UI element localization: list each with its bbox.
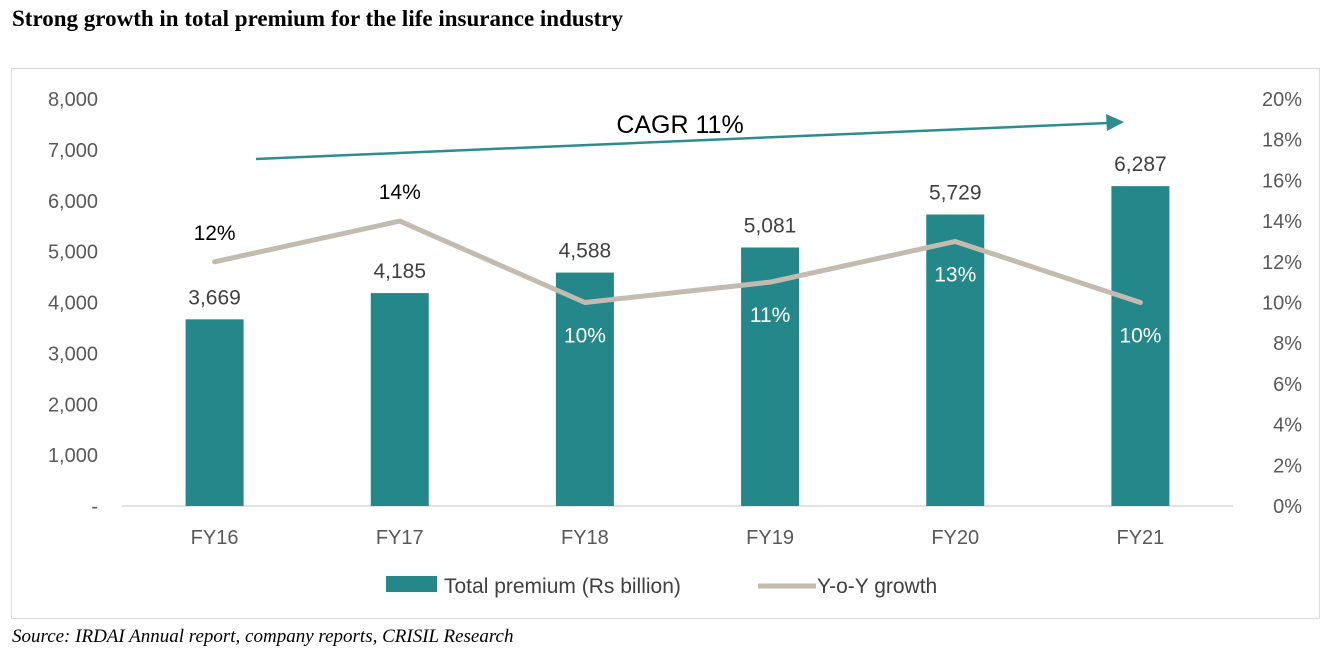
x-axis-tick-label: FY17 [376,527,424,549]
right-axis-tick-label: 4% [1273,415,1302,437]
cagr-label: CAGR 11% [616,111,743,139]
bar-series [185,186,1170,507]
right-axis-tick-label: 12% [1262,252,1302,274]
right-axis-tick-label: 8% [1273,333,1302,355]
cagr-arrow-head [1106,114,1124,131]
legend-swatch-total-premium [386,576,437,592]
right-axis-tick-label: 20% [1262,89,1302,111]
growth-line [212,218,1143,305]
line-data-label: 12% [194,222,236,245]
bar-data-label: 4,185 [373,260,426,283]
right-axis-tick-label: 16% [1262,170,1302,192]
x-axis-tick-label: FY19 [746,527,794,549]
line-data-labels: 12% 14% 10% 11% 13% 10% [194,181,1162,347]
left-axis-tick-label: 7,000 [48,140,98,162]
chart-title: Strong growth in total premium for the l… [12,6,624,31]
line-data-label: 11% [750,304,790,327]
right-axis-tick-label: 0% [1273,496,1302,518]
bar-data-label: 5,729 [929,182,982,205]
right-axis-tick-label: 10% [1262,293,1302,315]
right-axis-tick-label: 14% [1262,211,1302,233]
left-axis-tick-label: 4,000 [48,293,98,315]
bar-data-label: 3,669 [188,286,241,309]
right-axis-tick-label: 18% [1262,130,1302,152]
left-axis-ticks: - 1,000 2,000 3,000 4,000 5,000 6,000 7,000 8,00… [48,89,98,518]
legend-label-total-premium: Total premium (Rs billion) [444,575,681,598]
x-axis-tick-label: FY18 [561,527,609,549]
line-data-label: 14% [379,181,421,204]
line-data-label: 10% [1119,325,1161,348]
x-axis-tick-label: FY16 [191,527,239,549]
bar-fy16 [185,319,244,506]
line-data-label: 10% [564,325,606,348]
source-note: Source: IRDAI Annual report, company rep… [12,626,514,647]
bar-fy21 [1111,186,1170,507]
left-axis-tick-label: 2,000 [48,394,98,416]
bar-data-label: 5,081 [744,215,797,238]
left-axis-tick-label: 3,000 [48,343,98,365]
left-axis-tick-label: - [91,496,98,518]
x-axis-tick-label: FY21 [1117,527,1165,549]
cagr-annotation: CAGR 11% [255,111,1124,161]
bar-fy20 [926,214,985,507]
cagr-arrow-line [255,121,1109,161]
right-axis-tick-label: 6% [1273,374,1302,396]
left-axis-tick-label: 6,000 [48,191,98,213]
line-data-label: 13% [934,263,976,286]
x-axis-tick-labels: FY16 FY17 FY18 FY19 FY20 FY21 [191,527,1165,549]
bar-fy18 [555,272,614,506]
right-axis-ticks: 0% 2% 4% 6% 8% 10% 12% 14% 16% 18% 20% [1262,89,1302,518]
left-axis-tick-label: 5,000 [48,242,98,264]
bar-fy17 [370,293,429,506]
bar-data-labels: 3,669 4,185 4,588 5,081 5,729 6,287 [188,153,1166,309]
bar-fy19 [741,247,800,506]
left-axis-tick-label: 8,000 [48,89,98,111]
legend: Total premium (Rs billion) Y-o-Y growth [386,575,937,598]
chart-frame [11,68,1320,619]
x-axis-tick-label: FY20 [931,527,979,549]
left-axis-tick-label: 1,000 [48,445,98,467]
bar-data-label: 4,588 [559,240,612,263]
bar-data-label: 6,287 [1114,153,1167,176]
legend-label-yoy-growth: Y-o-Y growth [817,575,937,598]
right-axis-tick-label: 2% [1273,455,1302,477]
